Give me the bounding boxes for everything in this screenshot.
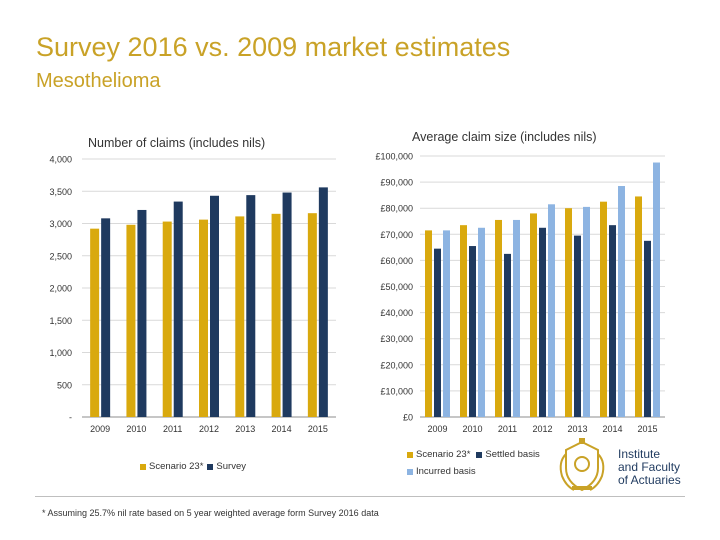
size-bar-settled-basis-2010 bbox=[469, 246, 476, 417]
claims-ytick-label: 3,000 bbox=[49, 219, 72, 229]
legend-swatch-survey bbox=[207, 463, 214, 470]
size-bar-settled-basis-2013 bbox=[574, 235, 581, 417]
legend-swatch-settled bbox=[476, 451, 483, 458]
page-subtitle: Mesothelioma bbox=[36, 70, 161, 92]
size-bar-settled-basis-2009 bbox=[434, 248, 441, 417]
size-xtick-label: 2010 bbox=[462, 424, 482, 434]
legend-swatch-scenario-right bbox=[407, 451, 413, 458]
size-bar-scenario-23-2009 bbox=[425, 230, 432, 417]
size-bar-scenario-23-2012 bbox=[530, 213, 537, 417]
logo-line-2: and Faculty bbox=[618, 460, 681, 474]
claims-bar-scenario-23-2012 bbox=[199, 219, 208, 417]
legend-label-survey: Survey bbox=[216, 461, 246, 472]
legend-label-settled: Settled basis bbox=[485, 449, 540, 460]
right-legend-row1: Scenario 23* Settled basis bbox=[407, 449, 540, 460]
claims-bar-survey-2011 bbox=[173, 201, 183, 417]
size-ytick-label: £80,000 bbox=[380, 204, 413, 214]
size-xtick-label: 2009 bbox=[427, 424, 447, 434]
size-bar-incurred-basis-2014 bbox=[618, 186, 625, 417]
footnote-box bbox=[35, 496, 685, 529]
size-ytick-label: £10,000 bbox=[380, 386, 413, 396]
size-bar-settled-basis-2012 bbox=[539, 227, 546, 417]
left-chart-title: Number of claims (includes nils) bbox=[88, 136, 266, 150]
legend-swatch-scenario bbox=[140, 463, 146, 470]
size-bar-incurred-basis-2012 bbox=[548, 204, 555, 417]
claims-ytick-label: 2,000 bbox=[49, 284, 72, 294]
page-title: Survey 2016 vs. 2009 market estimates bbox=[36, 32, 511, 62]
size-bar-settled-basis-2011 bbox=[504, 253, 511, 417]
size-xtick-label: 2015 bbox=[637, 424, 657, 434]
claims-xtick-label: 2011 bbox=[163, 424, 182, 434]
footnote: * Assuming 25.7% nil rate based on 5 yea… bbox=[42, 508, 379, 518]
claims-bar-survey-2014 bbox=[282, 192, 292, 417]
claims-bar-survey-2015 bbox=[318, 187, 328, 417]
size-ytick-label: £90,000 bbox=[380, 178, 413, 188]
claims-xtick-label: 2010 bbox=[126, 424, 146, 434]
size-xtick-label: 2012 bbox=[532, 424, 552, 434]
size-bar-scenario-23-2014 bbox=[600, 201, 607, 417]
claims-bar-survey-2013 bbox=[246, 195, 256, 417]
claims-xtick-label: 2012 bbox=[199, 424, 219, 434]
claims-bar-scenario-23-2015 bbox=[307, 213, 317, 417]
legend-label-incurred: Incurred basis bbox=[416, 466, 476, 477]
claims-bar-scenario-23-2009 bbox=[90, 228, 100, 417]
size-ytick-label: £60,000 bbox=[380, 256, 413, 266]
legend-swatch-incurred bbox=[407, 468, 413, 475]
claims-bar-survey-2010 bbox=[137, 209, 147, 417]
claims-bar-survey-2009 bbox=[101, 218, 111, 417]
claims-ytick-label: 1,000 bbox=[49, 348, 72, 358]
size-ytick-label: £40,000 bbox=[380, 308, 413, 318]
claims-bar-scenario-23-2014 bbox=[271, 213, 281, 417]
claims-bar-scenario-23-2011 bbox=[162, 221, 172, 417]
claims-ytick-label: 3,500 bbox=[49, 187, 72, 197]
size-bar-incurred-basis-2011 bbox=[513, 219, 520, 417]
legend-label-scenario: Scenario 23* bbox=[149, 461, 204, 472]
legend-label-scenario-right: Scenario 23* bbox=[416, 449, 471, 460]
right-chart-title: Average claim size (includes nils) bbox=[412, 130, 597, 144]
crest-logo-icon bbox=[559, 438, 605, 492]
claims-ytick-label: - bbox=[69, 413, 72, 423]
size-bar-settled-basis-2015 bbox=[644, 240, 651, 417]
claims-xtick-label: 2014 bbox=[272, 424, 292, 434]
size-ytick-label: £20,000 bbox=[380, 360, 413, 370]
claims-xtick-label: 2013 bbox=[235, 424, 255, 434]
size-xtick-label: 2013 bbox=[567, 424, 587, 434]
size-bar-settled-basis-2014 bbox=[609, 225, 616, 417]
size-bar-scenario-23-2015 bbox=[635, 196, 642, 417]
size-ytick-label: £70,000 bbox=[380, 230, 413, 240]
size-bar-scenario-23-2010 bbox=[460, 225, 467, 417]
size-bar-incurred-basis-2015 bbox=[653, 162, 660, 417]
size-xtick-label: 2011 bbox=[498, 424, 517, 434]
size-xtick-label: 2014 bbox=[602, 424, 622, 434]
claims-bar-scenario-23-2013 bbox=[235, 216, 245, 417]
size-bar-scenario-23-2013 bbox=[565, 208, 572, 417]
claims-ytick-label: 2,500 bbox=[49, 251, 72, 261]
size-ytick-label: £100,000 bbox=[375, 152, 413, 162]
left-legend: Scenario 23* Survey bbox=[140, 461, 246, 472]
size-ytick-label: £50,000 bbox=[380, 282, 413, 292]
claims-bar-scenario-23-2010 bbox=[126, 224, 136, 417]
claims-ytick-label: 500 bbox=[57, 380, 72, 390]
claims-xtick-label: 2009 bbox=[90, 424, 110, 434]
size-ytick-label: £0 bbox=[403, 413, 413, 423]
size-ytick-label: £30,000 bbox=[380, 334, 413, 344]
claims-xtick-label: 2015 bbox=[308, 424, 328, 434]
size-bar-incurred-basis-2010 bbox=[478, 227, 485, 417]
claims-ytick-label: 1,500 bbox=[49, 316, 72, 326]
claims-ytick-label: 4,000 bbox=[49, 155, 72, 165]
logo-line-3: of Actuaries bbox=[618, 473, 681, 487]
right-legend-row2: Incurred basis bbox=[407, 466, 476, 477]
logo-text: Institute and Faculty of Actuaries bbox=[618, 448, 681, 487]
size-bar-incurred-basis-2013 bbox=[583, 206, 590, 417]
logo-line-1: Institute bbox=[618, 447, 661, 461]
size-bar-incurred-basis-2009 bbox=[443, 230, 450, 417]
size-bar-scenario-23-2011 bbox=[495, 219, 502, 417]
claims-bar-survey-2012 bbox=[210, 195, 219, 417]
